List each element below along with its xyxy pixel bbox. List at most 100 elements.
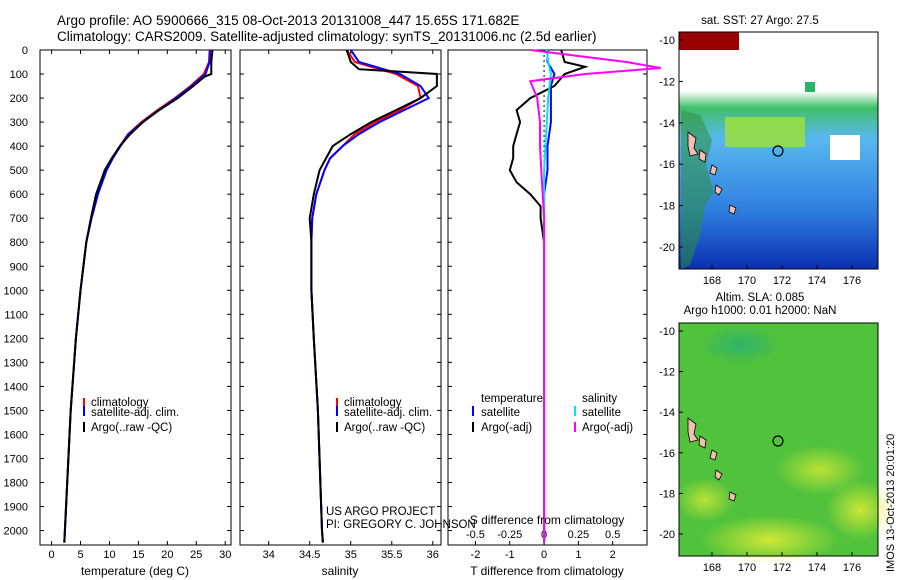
depth-tick-label: 1300: [4, 357, 28, 369]
header-line-2: Climatology: CARS2009. Satellite-adjuste…: [57, 29, 597, 44]
depth-tick-label: 0: [22, 45, 28, 57]
sst-map-title: sat. SST: 27 Argo: 27.5: [701, 15, 819, 27]
sst-cell: [805, 82, 815, 92]
sla-high-patch: [700, 515, 840, 565]
depth-tick-label: 1500: [4, 405, 28, 417]
x-tick-label: 25: [190, 549, 202, 561]
map-x-tick-label: 174: [808, 275, 826, 287]
legend-label-s-satellite: satellite: [582, 407, 621, 419]
salinity-legend: climatology satellite-adj. clim. Argo(..…: [336, 397, 432, 434]
depth-tick-labels: 0 100 200 300 400 500 600 700 800 900 1000 1100 1200…: [4, 45, 647, 538]
map-x-tick-label: 174: [808, 562, 826, 574]
x-tick-label: 30: [219, 549, 231, 561]
header-line-1: Argo profile: AO 5900666_315 08-Oct-2013…: [57, 13, 519, 28]
x-tick-label: 34.5: [299, 549, 320, 561]
temperature-plot: 0 5 10 15 20 25 30: [49, 49, 231, 561]
depth-tick-label: 1000: [4, 285, 28, 297]
depth-tick-label: 100: [10, 69, 28, 81]
depth-tick-label: 1600: [4, 429, 28, 441]
temperature-axes: [39, 49, 232, 546]
legend-label-satellite: satellite-adj. clim.: [91, 407, 179, 419]
sst-map: [678, 31, 879, 270]
sla-low-patch: [700, 325, 780, 365]
map-x-tick-label: 170: [738, 275, 756, 287]
salinity-xlabel: salinity: [322, 564, 359, 578]
depth-tick-label: 1700: [4, 453, 28, 465]
sla-map: [675, 322, 895, 565]
map-x-tick-label: 172: [773, 562, 791, 574]
x-tick-label: 35.5: [381, 549, 402, 561]
legend-label-argo: Argo(..raw -QC): [344, 422, 425, 434]
map-x-tick-label: 168: [703, 562, 721, 574]
legend-header-salinity: salinity: [582, 393, 617, 405]
map-x-tick-label: 170: [738, 562, 756, 574]
salinity-series-line: [308, 49, 438, 543]
depth-tick-label: 2000: [4, 526, 28, 538]
temperature-series-line: [63, 49, 212, 543]
legend-label-climatology: climatology: [344, 397, 402, 409]
map-y-tick-label: -12: [659, 367, 675, 379]
depth-tick-label: 1800: [4, 478, 28, 490]
x-tick-label-t: -1: [505, 549, 515, 561]
side-stamp: IMOS 13-Oct-2013 20:01:20: [885, 434, 897, 572]
legend-label-t-argo: Argo(-adj): [481, 422, 532, 434]
x-tick-label: 15: [132, 549, 144, 561]
legend-label-t-satellite: satellite: [481, 407, 520, 419]
sst-islands: [687, 131, 737, 215]
salinity-series-line: [310, 49, 422, 543]
sla-high-patch: [675, 478, 735, 522]
salinity-plot: 34 34.5 35 35.5 36: [263, 49, 439, 561]
x-tick-label-s: 0.25: [568, 529, 589, 541]
temperature-legend: climatology satellite-adj. clim. Argo(..…: [83, 397, 179, 434]
legend-label-satellite: satellite-adj. clim.: [344, 407, 432, 419]
map-y-tick-label: -12: [659, 76, 675, 88]
legend-label-s-argo: Argo(-adj): [582, 422, 633, 434]
x-tick-label: 34: [263, 549, 275, 561]
x-tick-label: 0: [49, 549, 55, 561]
x-tick-label-s: 0.5: [605, 529, 620, 541]
x-tick-label-s: -0.25: [497, 529, 522, 541]
map-x-tick-label: 176: [843, 275, 861, 287]
temperature-series-line: [63, 49, 214, 543]
sla-map-title-1: Altim. SLA: 0.085: [716, 292, 805, 304]
x-tick-label-t: -2: [471, 549, 481, 561]
depth-tick-label: 900: [10, 261, 28, 273]
difference-series-line: [543, 50, 556, 543]
legend-label-climatology: climatology: [91, 397, 149, 409]
depth-tick-label: 200: [10, 93, 28, 105]
difference-series-line: [528, 49, 661, 543]
difference-legend: temperature salinity satellite Argo(-adj…: [472, 393, 633, 434]
x-tick-label: 35: [345, 549, 357, 561]
map-y-tick-label: -10: [659, 35, 675, 47]
x-tick-label-t: 1: [575, 549, 581, 561]
legend-label-argo: Argo(..raw -QC): [91, 422, 172, 434]
sla-argo-marker: [772, 435, 784, 447]
depth-tick-label: 700: [10, 213, 28, 225]
sla-frame: [678, 322, 879, 557]
project-note-line-1: US ARGO PROJECT: [326, 506, 435, 518]
diff-xlabel-s: S difference from climatology: [470, 513, 625, 527]
x-tick-label-s: -0.5: [466, 529, 485, 541]
depth-tick-label: 400: [10, 141, 28, 153]
map-y-tick-label: -16: [659, 448, 675, 460]
map-y-tick-label: -18: [659, 201, 675, 213]
map-x-tick-label: 172: [773, 275, 791, 287]
map-x-tick-label: 176: [843, 562, 861, 574]
project-note-line-2: PI: GREGORY C. JOHNSON: [326, 519, 476, 531]
x-tick-label: 5: [77, 549, 83, 561]
sla-map-title-2: Argo h1000: 0.01 h2000: NaN: [684, 305, 837, 317]
diff-xlabel-t: T difference from climatology: [470, 564, 624, 578]
map-y-tick-label: -16: [659, 159, 675, 171]
sst-argo-marker: [772, 145, 784, 157]
depth-tick-label: 1400: [4, 381, 28, 393]
temperature-xlabel: temperature (deg C): [81, 564, 189, 578]
depth-tick-label: 1200: [4, 333, 28, 345]
map-y-tick-label: -14: [659, 407, 675, 419]
sst-cloud-gap: [830, 135, 860, 160]
map-y-tick-label: -20: [659, 529, 675, 541]
x-tick-label: 20: [161, 549, 173, 561]
temperature-series-line: [63, 49, 211, 543]
map-x-tick-label: 168: [703, 275, 721, 287]
